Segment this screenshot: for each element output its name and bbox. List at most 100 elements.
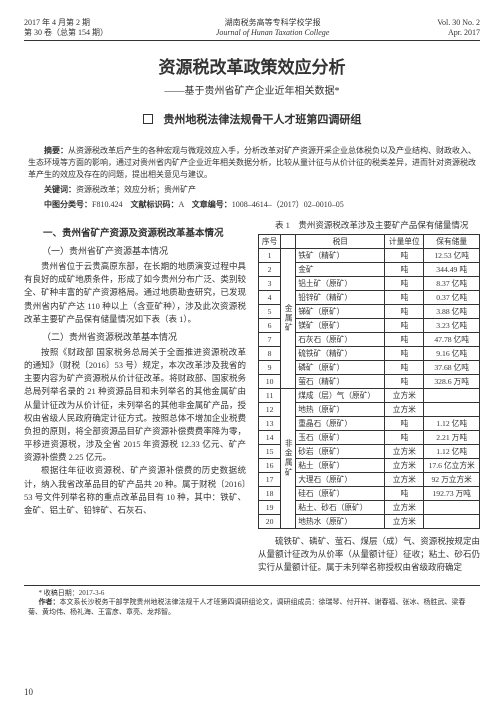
paragraph-2: 按照《财政部 国家税务总局关于全面推进资源税改革的通知》（财税〔2016〕53 … bbox=[24, 346, 246, 465]
cell-unit: 立方米 bbox=[385, 403, 424, 417]
subheading-1: （一）贵州省矿产资源基本情况 bbox=[24, 244, 246, 257]
paragraph-3: 根据往年征收资源税、矿产资源补偿费的历史数据统计，纳入我省改革品目的矿产品共 2… bbox=[24, 464, 246, 517]
body-columns: 一、贵州省矿产资源及资源税改革基本情况 （一）贵州省矿产资源基本情况 贵州省位于… bbox=[24, 219, 480, 575]
cell-unit: 立方米 bbox=[385, 515, 424, 529]
cell-index: 19 bbox=[259, 501, 281, 515]
cell-unit: 立方米 bbox=[385, 459, 424, 473]
cell-index: 10 bbox=[259, 375, 281, 389]
doc-code-label: 文献标识码： bbox=[130, 200, 178, 209]
cell-reserve: 344.49 吨 bbox=[424, 263, 480, 277]
cell-unit: 吨 bbox=[385, 361, 424, 375]
volume-en: Vol. 30 No. 2 bbox=[437, 18, 480, 28]
cell-item: 重晶石（原矿） bbox=[296, 417, 385, 431]
footnote-date-label: * 收稿日期： bbox=[39, 589, 79, 597]
reserves-table: 序号 税目 计量单位 保有储量 1金属矿铁矿（精矿）吨12.53 亿吨2金矿吨3… bbox=[258, 234, 480, 529]
doc-code-value: A bbox=[178, 200, 183, 209]
th-group bbox=[281, 235, 296, 249]
author-box-icon bbox=[143, 114, 153, 124]
table-row: 11非金属矿煤成（层）气（原矿）立方米 bbox=[259, 389, 480, 403]
cell-unit: 吨 bbox=[385, 319, 424, 333]
cell-item: 硅石（原矿） bbox=[296, 487, 385, 501]
volume-cn: 第 30 卷（总第 154 期） bbox=[24, 28, 108, 38]
clc-label: 中图分类号： bbox=[44, 200, 92, 209]
cell-unit: 吨 bbox=[385, 333, 424, 347]
cell-item: 石灰石（原矿） bbox=[296, 333, 385, 347]
cell-item: 磷矿（原矿） bbox=[296, 361, 385, 375]
keywords-text: 资源税改革；效应分析；贵州矿产 bbox=[76, 185, 196, 194]
cell-reserve: 328.6 万吨 bbox=[424, 375, 480, 389]
cell-reserve: 3.23 亿吨 bbox=[424, 319, 480, 333]
abstract-text: 从资源税改革后产生的各种宏观与微观效应入手，分析改革对矿产资源开采企业总体税负以… bbox=[28, 146, 476, 179]
cell-unit: 吨 bbox=[385, 249, 424, 263]
paragraph-right: 硫铁矿、磷矿、萤石、煤层（成）气、资源税按规定由从量额计征改为从价率（从量额计征… bbox=[258, 535, 480, 575]
cell-index: 9 bbox=[259, 361, 281, 375]
subheading-2: （二）贵州省资源税改革基本情况 bbox=[24, 330, 246, 343]
cell-index: 3 bbox=[259, 277, 281, 291]
cell-unit: 立方米 bbox=[385, 389, 424, 403]
cell-unit: 吨 bbox=[385, 263, 424, 277]
cell-group: 非金属矿 bbox=[281, 389, 296, 529]
th-unit: 计量单位 bbox=[385, 235, 424, 249]
cell-reserve: 47.78 亿吨 bbox=[424, 333, 480, 347]
cell-index: 6 bbox=[259, 319, 281, 333]
cell-reserve: 8.37 亿吨 bbox=[424, 277, 480, 291]
keywords: 关键词：资源税改革；效应分析；贵州矿产 bbox=[28, 184, 476, 196]
cell-reserve: 3.88 亿吨 bbox=[424, 305, 480, 319]
cell-unit: 吨 bbox=[385, 417, 424, 431]
header-center: 湖南税务高等专科学校学报 Journal of Hunan Taxation C… bbox=[216, 18, 329, 38]
cell-index: 4 bbox=[259, 291, 281, 305]
cell-item: 玉石（原矿） bbox=[296, 431, 385, 445]
th-item: 税目 bbox=[296, 235, 385, 249]
cell-index: 20 bbox=[259, 515, 281, 529]
cell-unit: 吨 bbox=[385, 487, 424, 501]
header-rule bbox=[24, 40, 480, 41]
footnote-author-text: 本文系长沙税务干部学院贵州地税法律法规干人才班第四调研组论文，调研组成员：徐瑞琴… bbox=[28, 598, 466, 616]
footnote-author: 作者：本文系长沙税务干部学院贵州地税法律法规干人才班第四调研组论文，调研组成员：… bbox=[28, 598, 476, 618]
section-heading-1: 一、贵州省矿产资源及资源税改革基本情况 bbox=[24, 225, 246, 239]
cell-group: 金属矿 bbox=[281, 249, 296, 389]
cell-item: 地热水（原矿） bbox=[296, 515, 385, 529]
table-header-row: 序号 税目 计量单位 保有储量 bbox=[259, 235, 480, 249]
cell-index: 14 bbox=[259, 431, 281, 445]
cell-unit: 吨 bbox=[385, 431, 424, 445]
cell-reserve: 192.73 万吨 bbox=[424, 487, 480, 501]
author-line: 贵州地税法律法规骨干人才班第四调研组 bbox=[24, 111, 480, 127]
cell-index: 5 bbox=[259, 305, 281, 319]
cell-reserve: 2.21 万吨 bbox=[424, 431, 480, 445]
cell-item: 粘土（原矿） bbox=[296, 459, 385, 473]
cell-reserve: 1.12 亿吨 bbox=[424, 445, 480, 459]
cell-unit: 吨 bbox=[385, 375, 424, 389]
cell-reserve: 12.53 亿吨 bbox=[424, 249, 480, 263]
cell-reserve: 37.68 亿吨 bbox=[424, 361, 480, 375]
cell-item: 金矿 bbox=[296, 263, 385, 277]
cell-item: 锑矿（原矿） bbox=[296, 305, 385, 319]
cell-reserve: 17.6 亿立方米 bbox=[424, 459, 480, 473]
article-subtitle: ——基于贵州省矿产企业近年相关数据* bbox=[24, 82, 480, 97]
issue-date-en: Apr. 2017 bbox=[437, 28, 480, 38]
cell-item: 砂岩（原矿） bbox=[296, 445, 385, 459]
clc-value: F810.424 bbox=[92, 200, 122, 209]
cell-index: 17 bbox=[259, 473, 281, 487]
journal-header: 2017 年 4 月第 2 期 第 30 卷（总第 154 期） 湖南税务高等专… bbox=[24, 18, 480, 38]
cell-unit: 立方米 bbox=[385, 501, 424, 515]
cell-reserve: 9.16 亿吨 bbox=[424, 347, 480, 361]
cell-reserve bbox=[424, 389, 480, 403]
page-number: 10 bbox=[24, 687, 33, 697]
cell-reserve: 1.12 亿吨 bbox=[424, 417, 480, 431]
cell-index: 8 bbox=[259, 347, 281, 361]
cell-index: 16 bbox=[259, 459, 281, 473]
paragraph-1: 贵州省位于云贵高原东部，在长期的地质演变过程中具有良好的成矿地质条件，形成了如今… bbox=[24, 260, 246, 326]
classification-line: 中图分类号：F810.424 文献标识码：A 文章编号：1008–4614–（2… bbox=[28, 199, 476, 211]
cell-reserve bbox=[424, 515, 480, 529]
cell-index: 13 bbox=[259, 417, 281, 431]
keywords-label: 关键词： bbox=[44, 185, 76, 194]
author-name: 贵州地税法律法规骨干人才班第四调研组 bbox=[163, 114, 361, 126]
cell-item: 铁矿（精矿） bbox=[296, 249, 385, 263]
cell-reserve bbox=[424, 403, 480, 417]
cell-index: 7 bbox=[259, 333, 281, 347]
right-column: 表 1 贵州资源税改革涉及主要矿产品保有储量情况 序号 税目 计量单位 保有储量… bbox=[258, 219, 480, 575]
cell-item: 镁矿（原矿） bbox=[296, 319, 385, 333]
issue-date: 2017 年 4 月第 2 期 bbox=[24, 18, 108, 28]
article-title: 资源税改革政策效应分析 bbox=[24, 53, 480, 78]
th-index: 序号 bbox=[259, 235, 281, 249]
